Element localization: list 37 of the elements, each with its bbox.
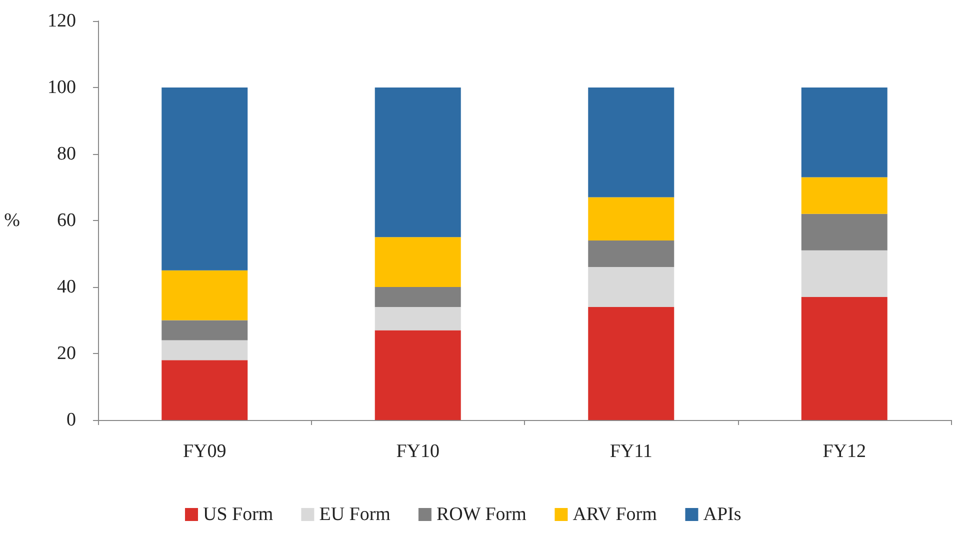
y-tick-label: 120 xyxy=(48,10,76,32)
x-tick-label: FY09 xyxy=(182,441,226,462)
y-tick-label: 60 xyxy=(57,210,76,231)
bar xyxy=(162,320,248,340)
bar xyxy=(588,240,674,268)
bar xyxy=(374,306,461,330)
bar xyxy=(801,296,888,420)
y-tick-label: 100 xyxy=(48,77,76,98)
bar xyxy=(588,267,674,307)
x-tick-label: FY10 xyxy=(396,441,440,462)
legend-label: ARV Form xyxy=(572,504,658,525)
bar xyxy=(801,250,888,297)
bar xyxy=(162,270,248,320)
bar xyxy=(588,197,674,240)
y-tick-label: 80 xyxy=(57,144,76,164)
bar xyxy=(374,330,461,420)
y-tick-label: 20 xyxy=(57,343,76,364)
y-axis-title: % xyxy=(4,210,20,231)
bar xyxy=(374,88,461,238)
bar xyxy=(801,177,888,214)
bar xyxy=(801,214,888,250)
x-tick-label: FY12 xyxy=(822,441,866,462)
legend-label: APIs xyxy=(703,504,742,525)
x-tick-label: FY11 xyxy=(610,441,652,462)
legend-label: EU Form xyxy=(319,504,391,525)
bar xyxy=(374,287,461,307)
bar xyxy=(374,237,461,287)
bar xyxy=(162,360,248,420)
y-tick-label: 40 xyxy=(57,276,76,298)
legend-label: US Form xyxy=(203,504,274,525)
bar xyxy=(162,88,248,270)
bar xyxy=(588,306,674,420)
bar xyxy=(801,88,888,178)
y-tick-label: 0 xyxy=(66,410,76,430)
bar xyxy=(162,340,248,360)
legend-label: ROW Form xyxy=(436,504,527,525)
bar xyxy=(588,88,674,198)
